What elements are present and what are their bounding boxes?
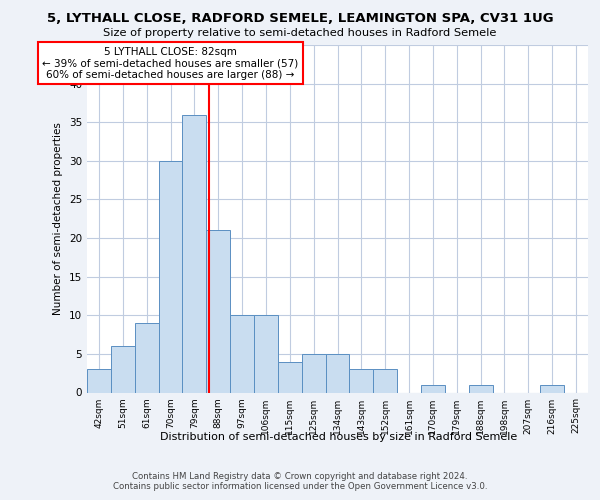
Bar xyxy=(540,385,564,392)
Text: Size of property relative to semi-detached houses in Radford Semele: Size of property relative to semi-detach… xyxy=(103,28,497,38)
Bar xyxy=(469,385,493,392)
Bar xyxy=(326,354,349,393)
Text: Contains HM Land Registry data © Crown copyright and database right 2024.: Contains HM Land Registry data © Crown c… xyxy=(132,472,468,481)
Y-axis label: Number of semi-detached properties: Number of semi-detached properties xyxy=(53,122,64,315)
Bar xyxy=(111,346,135,393)
Bar xyxy=(87,370,111,392)
Bar xyxy=(135,323,158,392)
Bar xyxy=(254,316,278,392)
Text: 5 LYTHALL CLOSE: 82sqm
← 39% of semi-detached houses are smaller (57)
60% of sem: 5 LYTHALL CLOSE: 82sqm ← 39% of semi-det… xyxy=(43,46,299,80)
Text: Contains public sector information licensed under the Open Government Licence v3: Contains public sector information licen… xyxy=(113,482,487,491)
Bar xyxy=(230,316,254,392)
Bar xyxy=(421,385,445,392)
Bar xyxy=(158,161,182,392)
Bar xyxy=(302,354,326,393)
Text: Distribution of semi-detached houses by size in Radford Semele: Distribution of semi-detached houses by … xyxy=(160,432,518,442)
Bar xyxy=(206,230,230,392)
Bar xyxy=(349,370,373,392)
Text: 5, LYTHALL CLOSE, RADFORD SEMELE, LEAMINGTON SPA, CV31 1UG: 5, LYTHALL CLOSE, RADFORD SEMELE, LEAMIN… xyxy=(47,12,553,26)
Bar xyxy=(182,114,206,392)
Bar xyxy=(278,362,302,392)
Bar xyxy=(373,370,397,392)
